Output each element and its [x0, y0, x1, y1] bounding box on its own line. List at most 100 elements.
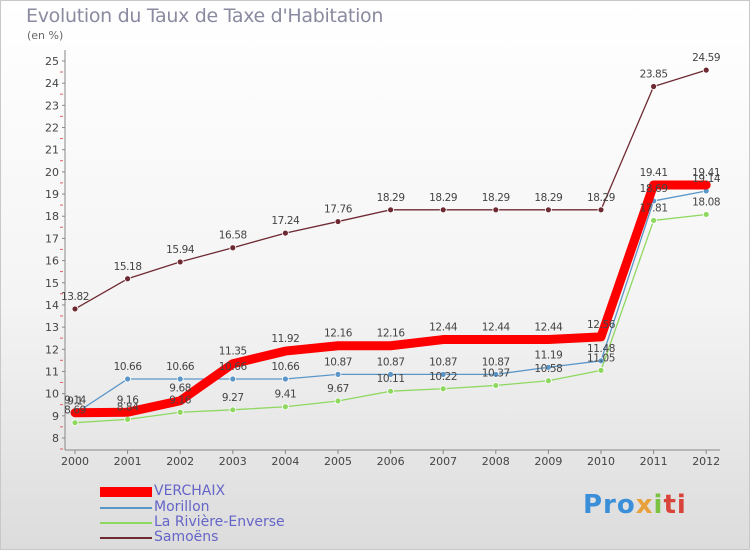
data-point-verchaix [71, 408, 79, 417]
data-label-morillon: 10.66 [114, 361, 143, 373]
data-label-verchaix: 12.44 [429, 322, 458, 334]
data-label-samoens: 15.18 [114, 261, 142, 273]
series-line-samoens [74, 69, 707, 310]
data-point-la-riviere-enverse [124, 415, 131, 423]
data-point-morillon [439, 370, 447, 378]
data-point-verchaix [386, 341, 395, 350]
data-label-la-riviere-enverse: 9.41 [275, 389, 297, 401]
data-label-la-riviere-enverse: 9.27 [222, 392, 244, 404]
data-label-verchaix: 9.16 [117, 394, 139, 406]
data-point-verchaix [123, 408, 132, 417]
data-label-la-riviere-enverse: 10.11 [377, 373, 405, 385]
y-tick-label: 16 [45, 255, 59, 268]
data-point-morillon [229, 375, 237, 383]
data-point-samoens [229, 244, 237, 252]
y-tick-label: 25 [45, 55, 59, 68]
data-point-verchaix [597, 332, 605, 341]
data-label-la-riviere-enverse: 10.58 [534, 363, 562, 375]
y-tick-label: 17 [45, 232, 59, 245]
y-tick-label: 24 [45, 77, 59, 90]
data-label-morillon: 18.69 [640, 183, 668, 195]
data-point-samoens [71, 305, 79, 313]
data-point-samoens [176, 258, 184, 266]
data-point-morillon [545, 363, 552, 371]
y-tick-label: 21 [45, 144, 59, 157]
x-tick-label: 2008 [482, 455, 510, 468]
data-point-verchaix [439, 335, 448, 344]
data-label-verchaix: 12.44 [534, 322, 563, 334]
x-tick-label: 2006 [377, 455, 405, 468]
legend-label-morillon: Morillon [154, 499, 210, 515]
data-label-samoens: 17.24 [271, 215, 300, 227]
chart-series-layer [70, 66, 711, 427]
data-point-la-riviere-enverse [702, 211, 710, 218]
data-point-samoens [545, 206, 552, 214]
data-label-samoens: 18.29 [377, 192, 405, 204]
legend-swatch-morillon [100, 507, 152, 509]
data-point-la-riviere-enverse [334, 397, 342, 405]
data-label-morillon: 10.87 [429, 356, 457, 368]
x-tick-label: 2007 [429, 455, 457, 468]
data-label-verchaix: 12.44 [482, 322, 511, 334]
data-label-morillon: 10.66 [219, 361, 248, 373]
data-label-la-riviere-enverse: 8.69 [64, 405, 86, 417]
data-point-verchaix [491, 335, 500, 344]
legend-swatch-la-riviere-enverse [100, 522, 152, 524]
data-point-la-riviere-enverse [492, 382, 500, 389]
logo-part-pro: Pro [583, 490, 636, 520]
data-label-morillon: 9.1 [67, 396, 83, 408]
data-point-samoens [387, 206, 395, 214]
y-tick-label: 10 [45, 388, 59, 401]
data-point-la-riviere-enverse [71, 419, 79, 427]
data-label-verchaix: 12.16 [377, 328, 406, 340]
y-tick-label: 14 [45, 299, 59, 312]
data-label-samoens: 15.94 [166, 244, 195, 256]
data-point-verchaix [281, 347, 290, 356]
x-tick-label: 2000 [61, 455, 89, 468]
chart-title: Evolution du Taux de Taxe d'Habitation [26, 5, 384, 27]
data-point-samoens [124, 275, 131, 283]
data-point-samoens [597, 206, 605, 214]
data-label-la-riviere-enverse: 17.81 [640, 202, 668, 214]
data-point-morillon [124, 375, 131, 383]
logo-part-x: x [635, 490, 654, 520]
data-point-samoens [281, 229, 289, 237]
data-label-verchaix: 19.41 [692, 167, 720, 179]
x-tick-label: 2005 [324, 455, 352, 468]
data-label-samoens: 18.29 [429, 192, 457, 204]
data-label-verchaix: 12.16 [324, 328, 353, 340]
data-label-morillon: 10.66 [271, 361, 300, 373]
data-point-la-riviere-enverse [387, 387, 395, 395]
data-point-la-riviere-enverse [281, 403, 289, 411]
data-label-la-riviere-enverse: 10.22 [429, 371, 457, 383]
data-label-verchaix: 11.35 [219, 346, 247, 358]
data-point-morillon [334, 370, 342, 378]
data-point-morillon [387, 370, 395, 378]
legend-label-samoens: Samoëns [154, 529, 219, 545]
data-point-samoens [334, 218, 342, 225]
data-label-la-riviere-enverse: 9.67 [327, 383, 349, 395]
x-tick-label: 2002 [166, 455, 194, 468]
data-point-la-riviere-enverse [176, 408, 184, 416]
legend-label-la-riviere-enverse: La Rivière-Enverse [154, 514, 285, 530]
data-point-samoens [492, 206, 500, 214]
data-label-samoens: 16.58 [219, 230, 247, 242]
data-point-samoens [439, 206, 447, 214]
data-label-verchaix: 19.41 [640, 167, 668, 179]
data-label-samoens: 18.29 [587, 192, 615, 204]
y-tick-label: 15 [45, 277, 59, 290]
data-label-samoens: 23.85 [640, 69, 668, 81]
proxiti-logo: Proxiti [583, 490, 687, 520]
y-tick-label: 8 [52, 432, 59, 445]
data-label-morillon: 11.19 [534, 349, 562, 361]
data-label-la-riviere-enverse: 11.05 [587, 352, 615, 364]
data-label-samoens: 18.29 [482, 192, 510, 204]
logo-part-i: i [653, 490, 664, 520]
data-point-morillon [492, 370, 500, 378]
y-tick-label: 9 [52, 410, 59, 423]
data-label-verchaix: 9.14 [64, 395, 86, 407]
data-point-verchaix [649, 180, 658, 189]
data-label-morillon: 10.87 [377, 356, 405, 368]
data-point-samoens [650, 83, 657, 90]
